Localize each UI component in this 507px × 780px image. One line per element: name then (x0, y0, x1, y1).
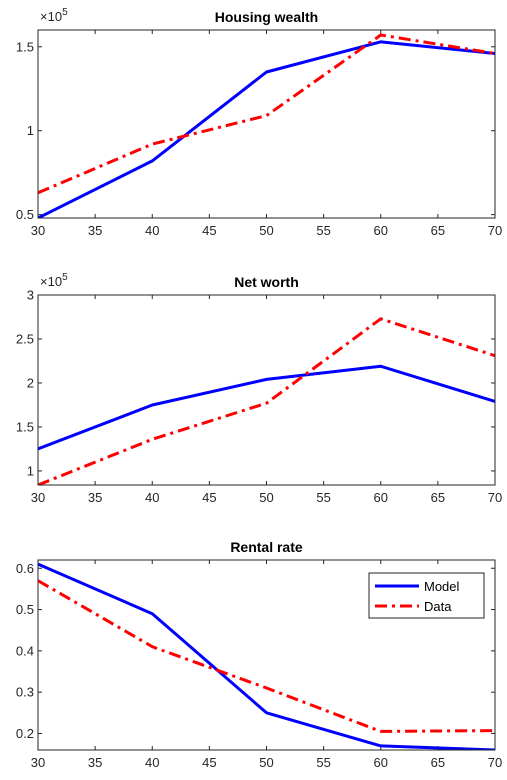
x-tick-label: 50 (259, 490, 273, 505)
y-tick-label: 0.5 (16, 207, 34, 222)
axes-box (37, 559, 496, 751)
y-exponent-label: ×105 (40, 7, 68, 24)
x-tick-label: 35 (88, 755, 102, 770)
y-tick-label: 2 (27, 375, 34, 390)
series-line-data (38, 317, 495, 485)
x-tick-label: 55 (316, 755, 330, 770)
y-tick-label: 0.5 (16, 602, 34, 617)
chart-panel-3: 30 35 40 45 50 55 60 65 70 0.2 0.3 0.4 0.5 0.6 Rental … (16, 539, 502, 770)
x-tick-label: 35 (88, 223, 102, 238)
x-tick-label: 35 (88, 490, 102, 505)
chart-panel-2: 30 35 40 45 50 55 60 65 70 1 1.5 2 2.5 3 Net worth ×105 (16, 272, 502, 505)
x-tick-label: 70 (488, 755, 502, 770)
legend-label-model: Model (424, 579, 460, 594)
y-tick-label: 1 (27, 123, 34, 138)
x-tick-label: 55 (316, 223, 330, 238)
x-tick-label: 30 (31, 223, 45, 238)
series-line-model (38, 562, 495, 750)
x-tick-label: 60 (374, 223, 388, 238)
y-tick-label: 1.5 (16, 419, 34, 434)
x-tick-label: 70 (488, 223, 502, 238)
legend-box (368, 572, 485, 619)
plot-area (38, 30, 495, 218)
x-tick-label: 50 (259, 223, 273, 238)
chart-title: Net worth (234, 274, 299, 290)
chart-panel-1: 30 35 40 45 50 55 60 65 70 0.5 1 1.5 Housing wealth ×… (16, 7, 502, 238)
x-tick-label: 45 (202, 223, 216, 238)
axes-box (37, 29, 496, 219)
y-tick-label: 2.5 (16, 331, 34, 346)
x-tick-label: 40 (145, 223, 159, 238)
chart-title: Housing wealth (215, 9, 318, 25)
axes-box (37, 294, 496, 486)
y-tick-label: 1 (27, 463, 34, 478)
legend-label-data: Data (424, 599, 452, 614)
series-line-data (38, 33, 495, 195)
series-line-model (38, 364, 495, 451)
plot-area (38, 295, 495, 485)
y-tick-label: 0.6 (16, 561, 34, 576)
chart-title: Rental rate (230, 539, 303, 555)
x-tick-label: 45 (202, 490, 216, 505)
x-tick-label: 70 (488, 490, 502, 505)
x-tick-label: 40 (145, 755, 159, 770)
x-tick-label: 30 (31, 490, 45, 505)
x-tick-label: 45 (202, 755, 216, 770)
x-tick-label: 60 (374, 490, 388, 505)
series-line-model (38, 40, 495, 218)
x-tick-label: 60 (374, 755, 388, 770)
y-tick-label: 0.4 (16, 643, 34, 658)
x-tick-label: 40 (145, 490, 159, 505)
y-tick-label: 1.5 (16, 39, 34, 54)
y-tick-label: 0.3 (16, 685, 34, 700)
x-tick-label: 65 (431, 223, 445, 238)
series-line-data (38, 579, 495, 733)
y-exponent-label: ×105 (40, 272, 68, 289)
x-tick-label: 50 (259, 755, 273, 770)
legend: Model Data (368, 572, 485, 619)
x-tick-label: 65 (431, 490, 445, 505)
y-tick-label: 0.2 (16, 726, 34, 741)
y-tick-label: 3 (27, 288, 34, 303)
x-tick-label: 55 (316, 490, 330, 505)
x-tick-label: 65 (431, 755, 445, 770)
x-tick-label: 30 (31, 755, 45, 770)
